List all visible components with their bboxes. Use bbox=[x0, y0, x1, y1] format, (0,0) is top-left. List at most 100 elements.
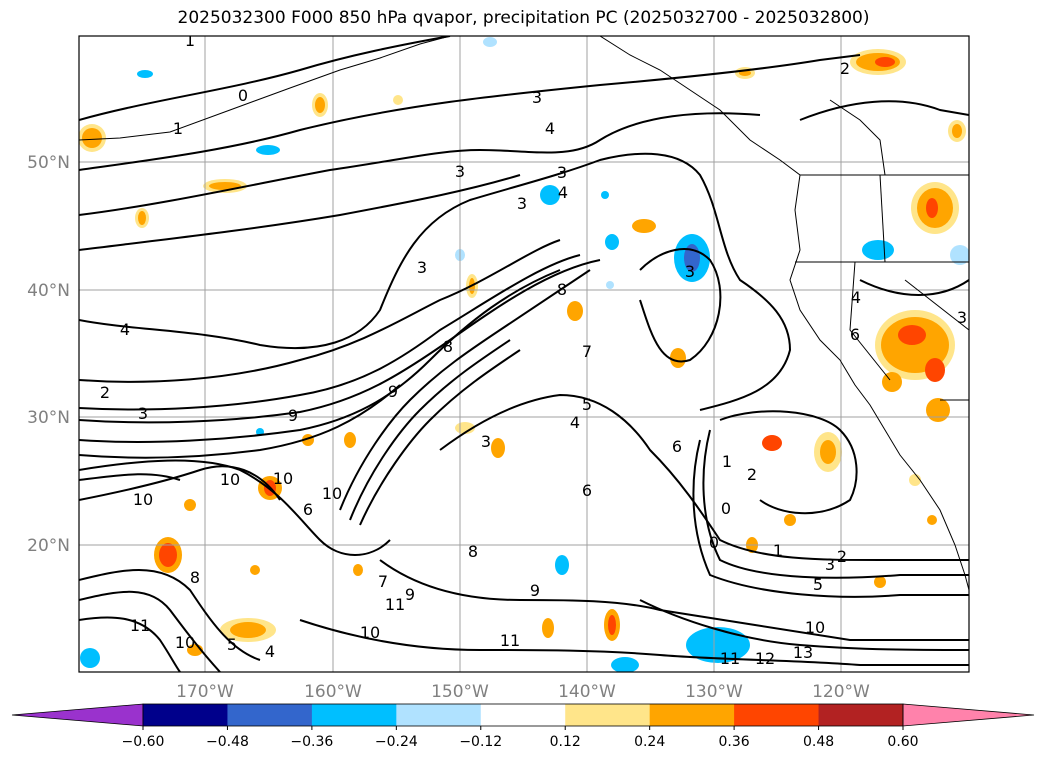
colorbar bbox=[11, 703, 1035, 727]
lon-label: 160°W bbox=[304, 682, 362, 702]
colorbar-segment bbox=[565, 704, 651, 726]
colorbar-segment bbox=[818, 704, 904, 726]
contour-label: 4 bbox=[545, 119, 555, 138]
contour-label: 1 bbox=[173, 119, 183, 138]
contour-label: 5 bbox=[582, 395, 592, 414]
colorbar-outline bbox=[142, 703, 904, 727]
graticule bbox=[79, 36, 969, 672]
contour-label: 7 bbox=[378, 572, 388, 591]
contour-label: 9 bbox=[388, 382, 398, 401]
contour-label: 9 bbox=[405, 585, 415, 604]
contour-label: 6 bbox=[672, 437, 682, 456]
contour-label: 11 bbox=[385, 595, 405, 614]
contour-label: 8 bbox=[468, 542, 478, 561]
colorbar-segment bbox=[649, 704, 735, 726]
contour-label: 10 bbox=[133, 490, 153, 509]
contour-label: 2 bbox=[837, 547, 847, 566]
contour-label: 0 bbox=[721, 499, 731, 518]
lon-label: 170°W bbox=[176, 682, 234, 702]
contour-label: 0 bbox=[238, 86, 248, 105]
contour-label: 10 bbox=[273, 469, 293, 488]
colorbar-segment bbox=[480, 704, 566, 726]
colorbar-tick-label: 0.60 bbox=[887, 734, 918, 750]
lon-label: 130°W bbox=[685, 682, 743, 702]
contour-label: 3 bbox=[685, 262, 695, 281]
colorbar-segment bbox=[143, 704, 228, 726]
map-title: 2025032300 F000 850 hPa qvapor, precipit… bbox=[177, 8, 870, 28]
map-frame bbox=[78, 35, 970, 673]
contour-label: 3 bbox=[532, 88, 542, 107]
contour-label: 8 bbox=[190, 568, 200, 587]
lat-label: 40°N bbox=[27, 281, 70, 301]
contour-label: 3 bbox=[481, 432, 491, 451]
contour-label: 9 bbox=[288, 406, 298, 425]
contour-label: 6 bbox=[850, 325, 860, 344]
lon-label: 140°W bbox=[558, 682, 616, 702]
contour-label: 3 bbox=[138, 404, 148, 423]
contour-label: 5 bbox=[813, 575, 823, 594]
coastlines bbox=[79, 36, 969, 591]
contour-labels: 1 0 1 3 4 3 3 3 4 3 3 8 4 2 3 8 7 9 9 5 … bbox=[100, 31, 967, 668]
colorbar-tick-label: −0.60 bbox=[122, 734, 165, 750]
contour-label: 2 bbox=[100, 383, 110, 402]
contour-label: 3 bbox=[517, 194, 527, 213]
lon-label: 150°W bbox=[431, 682, 489, 702]
contour-label: 3 bbox=[557, 163, 567, 182]
contour-label: 12 bbox=[755, 649, 775, 668]
contour-label: 7 bbox=[582, 342, 592, 361]
colorbar-segment bbox=[396, 704, 482, 726]
contour-label: 2 bbox=[840, 59, 850, 78]
colorbar-extension-high bbox=[902, 703, 1035, 727]
contour-label: 4 bbox=[120, 320, 130, 339]
lat-label: 20°N bbox=[27, 536, 70, 556]
qvapor-contours bbox=[79, 36, 969, 672]
contour-label: 8 bbox=[557, 280, 567, 299]
map-plot-area bbox=[79, 36, 969, 672]
contour-label: 1 bbox=[722, 452, 732, 471]
contour-label: 8 bbox=[443, 337, 453, 356]
colorbar-tick-label: −0.24 bbox=[375, 734, 418, 750]
contour-label: 11 bbox=[720, 649, 740, 668]
contour-label: 2 bbox=[747, 465, 757, 484]
latitude-labels: 50°N 40°N 30°N 20°N bbox=[27, 153, 70, 556]
contour-label: 4 bbox=[558, 183, 568, 202]
colorbar-segment bbox=[311, 704, 397, 726]
contour-label: 6 bbox=[303, 500, 313, 519]
colorbar-extension-low bbox=[11, 703, 144, 727]
colorbar-tick-label: −0.36 bbox=[290, 734, 333, 750]
contour-label: 6 bbox=[582, 481, 592, 500]
contour-label: 11 bbox=[130, 616, 150, 635]
colorbar-tick-label: 0.12 bbox=[550, 734, 581, 750]
colorbar-segment bbox=[734, 704, 820, 726]
lat-label: 30°N bbox=[27, 408, 70, 428]
contour-label: 3 bbox=[455, 162, 465, 181]
colorbar-tick-label: −0.48 bbox=[206, 734, 249, 750]
contour-label: 9 bbox=[530, 581, 540, 600]
contour-label: 4 bbox=[570, 413, 580, 432]
precip-shading bbox=[79, 37, 969, 672]
contour-label: 10 bbox=[220, 470, 240, 489]
lat-label: 50°N bbox=[27, 153, 70, 173]
colorbar-segment bbox=[227, 704, 313, 726]
contour-label: 3 bbox=[825, 555, 835, 574]
colorbar-tick-label: 0.36 bbox=[719, 734, 750, 750]
contour-label: 3 bbox=[957, 308, 967, 327]
contour-label: 10 bbox=[805, 618, 825, 637]
colorbar-tick-label: 0.24 bbox=[634, 734, 665, 750]
contour-label: 10 bbox=[360, 623, 380, 642]
contour-label: 3 bbox=[417, 258, 427, 277]
contour-label: 4 bbox=[851, 288, 861, 307]
contour-label: 10 bbox=[322, 484, 342, 503]
contour-label: 11 bbox=[500, 631, 520, 650]
colorbar-tick-label: 0.48 bbox=[803, 734, 834, 750]
colorbar-ticks: −0.60 −0.48 −0.36 −0.24 −0.12 0.12 0.24 0.36 0.4… bbox=[122, 726, 919, 750]
contour-label: 4 bbox=[265, 642, 275, 661]
contour-label: 1 bbox=[185, 31, 195, 50]
contour-label: 13 bbox=[793, 643, 813, 662]
longitude-labels: 170°W 160°W 150°W 140°W 130°W 120°W bbox=[176, 682, 870, 702]
colorbar-tick-label: −0.12 bbox=[459, 734, 502, 750]
lon-label: 120°W bbox=[812, 682, 870, 702]
contour-label: 0 bbox=[709, 533, 719, 552]
contour-label: 1 bbox=[773, 541, 783, 560]
